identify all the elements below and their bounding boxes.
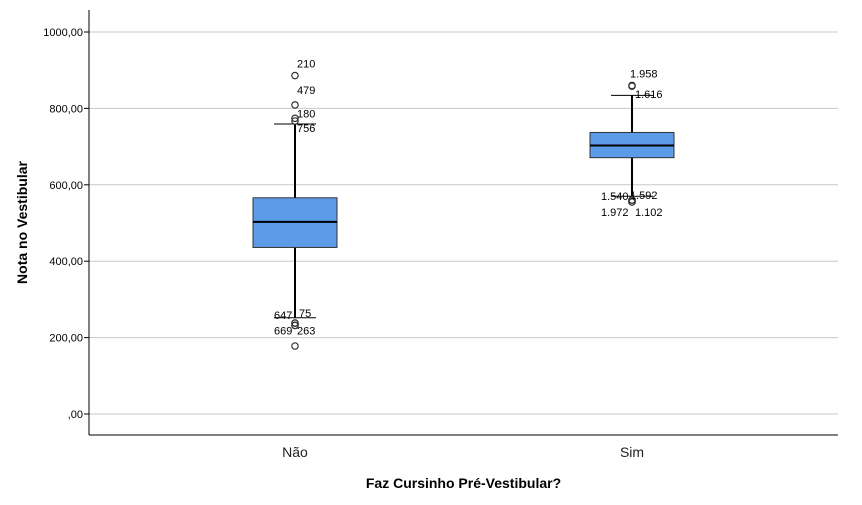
category-labels: Não Sim [282,444,644,460]
outlier-point [291,71,299,80]
outlier-label: 1.958 [630,68,658,80]
outlier-label: 669 [274,325,292,337]
outlier-label: 1.592 [630,190,658,202]
outlier-point [291,114,299,123]
y-tick-label: 600,00 [49,180,83,192]
outlier-label: 75 [299,308,311,320]
outlier-point [291,319,299,327]
box-sim [589,81,675,206]
boxes [252,71,675,350]
outlier-point [291,342,299,350]
outlier-point [291,321,299,330]
outlier-label: 756 [297,123,315,135]
outlier-label: 1.616 [635,89,663,101]
outlier-point [628,198,636,206]
grid-lines [89,31,838,415]
outlier-point [291,101,299,109]
outlier-label: 210 [297,59,315,71]
outlier-label: 1.972 [601,207,629,219]
y-tick-label: 1000,00 [43,27,83,39]
x-tick-label: Sim [620,444,644,460]
outlier-label: 647 [274,310,292,322]
y-tick-label: ,00 [68,409,83,421]
outlier-label: 1.540 [601,191,629,203]
outlier-label: 263 [297,325,315,337]
outlier-label: 1.102 [635,207,663,219]
y-tick-labels: ,00 200,00 400,00 600,00 800,00 1000,00 [43,27,83,421]
x-axis-title: Faz Cursinho Pré-Vestibular? [366,475,561,491]
y-tick-label: 400,00 [49,256,83,268]
y-tick-label: 800,00 [49,103,83,115]
outlier-label: 479 [297,85,315,97]
box-nao [252,71,338,350]
y-tick-label: 200,00 [49,333,83,345]
outlier-point [628,82,636,91]
axes [84,10,838,436]
outlier-label: 180 [297,108,315,120]
x-tick-label: Não [282,444,308,460]
outlier-point [291,117,299,125]
y-axis-title: Nota no Vestibular [14,160,30,283]
